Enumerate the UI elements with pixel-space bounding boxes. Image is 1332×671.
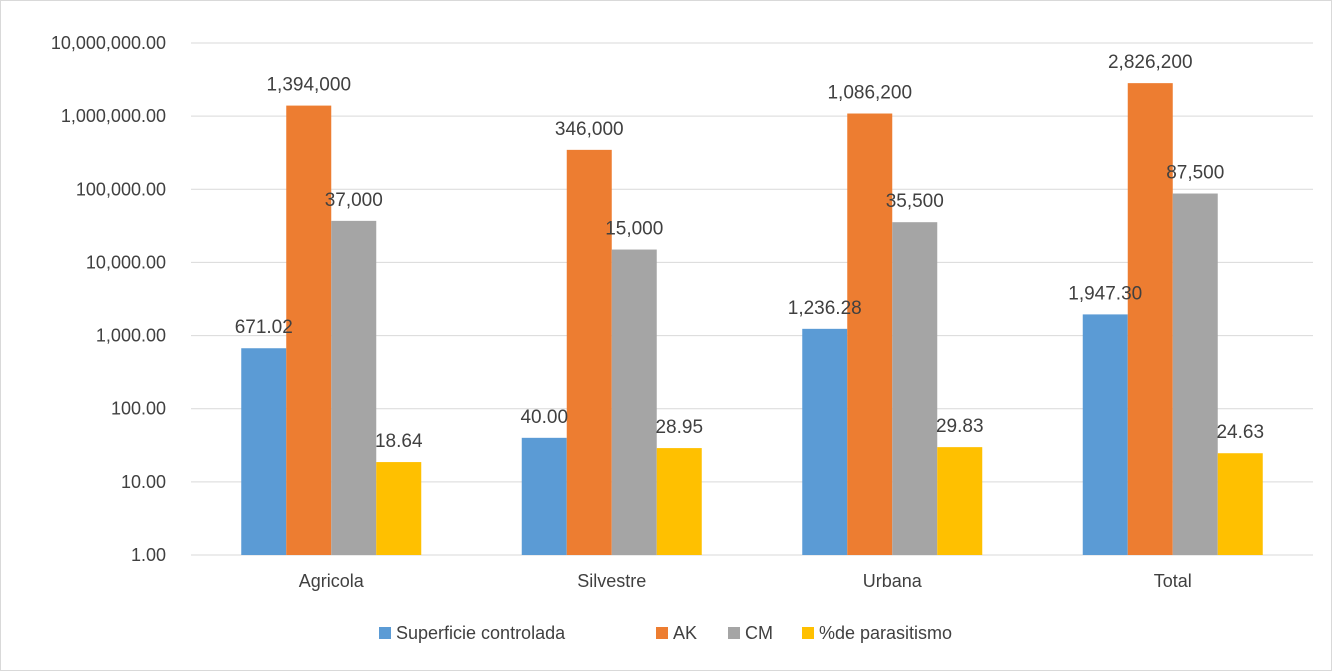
x-tick-label: Silvestre <box>577 571 646 591</box>
y-tick-label: 10,000.00 <box>86 252 166 272</box>
bars <box>241 83 1263 556</box>
bar <box>1217 453 1263 555</box>
data-label: 29.83 <box>936 416 984 437</box>
legend-label: CM <box>745 623 773 643</box>
data-label: 2,826,200 <box>1108 52 1193 73</box>
bar <box>611 249 657 555</box>
bar <box>566 149 612 556</box>
bar <box>376 462 422 555</box>
y-tick-label: 100.00 <box>111 399 166 419</box>
data-label: 18.64 <box>375 431 423 452</box>
data-label: 87,500 <box>1166 163 1224 184</box>
legend-label: %de parasitismo <box>819 623 952 643</box>
bar <box>1172 193 1218 555</box>
x-tick-label: Urbana <box>863 571 923 591</box>
x-tick-label: Total <box>1154 571 1192 591</box>
data-label: 671.02 <box>235 317 293 338</box>
data-label: 1,236.28 <box>788 298 862 319</box>
bar <box>892 222 938 556</box>
data-label: 1,394,000 <box>266 75 351 96</box>
bar <box>802 328 848 555</box>
data-label: 24.63 <box>1216 422 1264 443</box>
legend-label: Superficie controlada <box>396 623 566 643</box>
legend-swatch <box>728 627 740 639</box>
bar <box>656 448 702 555</box>
bar <box>847 113 893 556</box>
bar <box>1082 314 1128 555</box>
data-label: 1,947.30 <box>1068 283 1142 304</box>
legend: Superficie controlada AK CM %de parasitismo <box>379 623 952 643</box>
x-axis-ticks: Agricola Silvestre Urbana Total <box>299 571 1192 591</box>
legend-swatch <box>802 627 814 639</box>
y-tick-label: 1.00 <box>131 545 166 565</box>
data-label: 37,000 <box>325 190 383 211</box>
y-tick-label: 100,000.00 <box>76 179 166 199</box>
legend-swatch <box>379 627 391 639</box>
x-tick-label: Agricola <box>299 571 365 591</box>
bar <box>1127 83 1173 555</box>
data-label: 40.00 <box>520 407 568 428</box>
data-label: 35,500 <box>886 191 944 212</box>
legend-label: AK <box>673 623 697 643</box>
data-label: 28.95 <box>655 417 703 438</box>
bar <box>937 447 983 555</box>
data-label: 15,000 <box>605 219 663 240</box>
y-tick-label: 1,000.00 <box>96 326 166 346</box>
y-axis-ticks: 1.00 10.00 100.00 1,000.00 10,000.00 100,000.… <box>51 33 166 565</box>
y-tick-label: 10.00 <box>121 472 166 492</box>
data-label: 346,000 <box>555 119 624 140</box>
data-labels: 671.02 1,394,000 37,000 18.64 40.00 346,000 15… <box>235 52 1264 452</box>
y-tick-label: 10,000,000.00 <box>51 33 166 53</box>
bar <box>286 105 332 555</box>
bar <box>331 220 377 556</box>
bar <box>521 437 567 555</box>
data-label: 1,086,200 <box>827 83 912 104</box>
y-tick-label: 1,000,000.00 <box>61 106 166 126</box>
legend-swatch <box>656 627 668 639</box>
bar <box>241 348 287 555</box>
